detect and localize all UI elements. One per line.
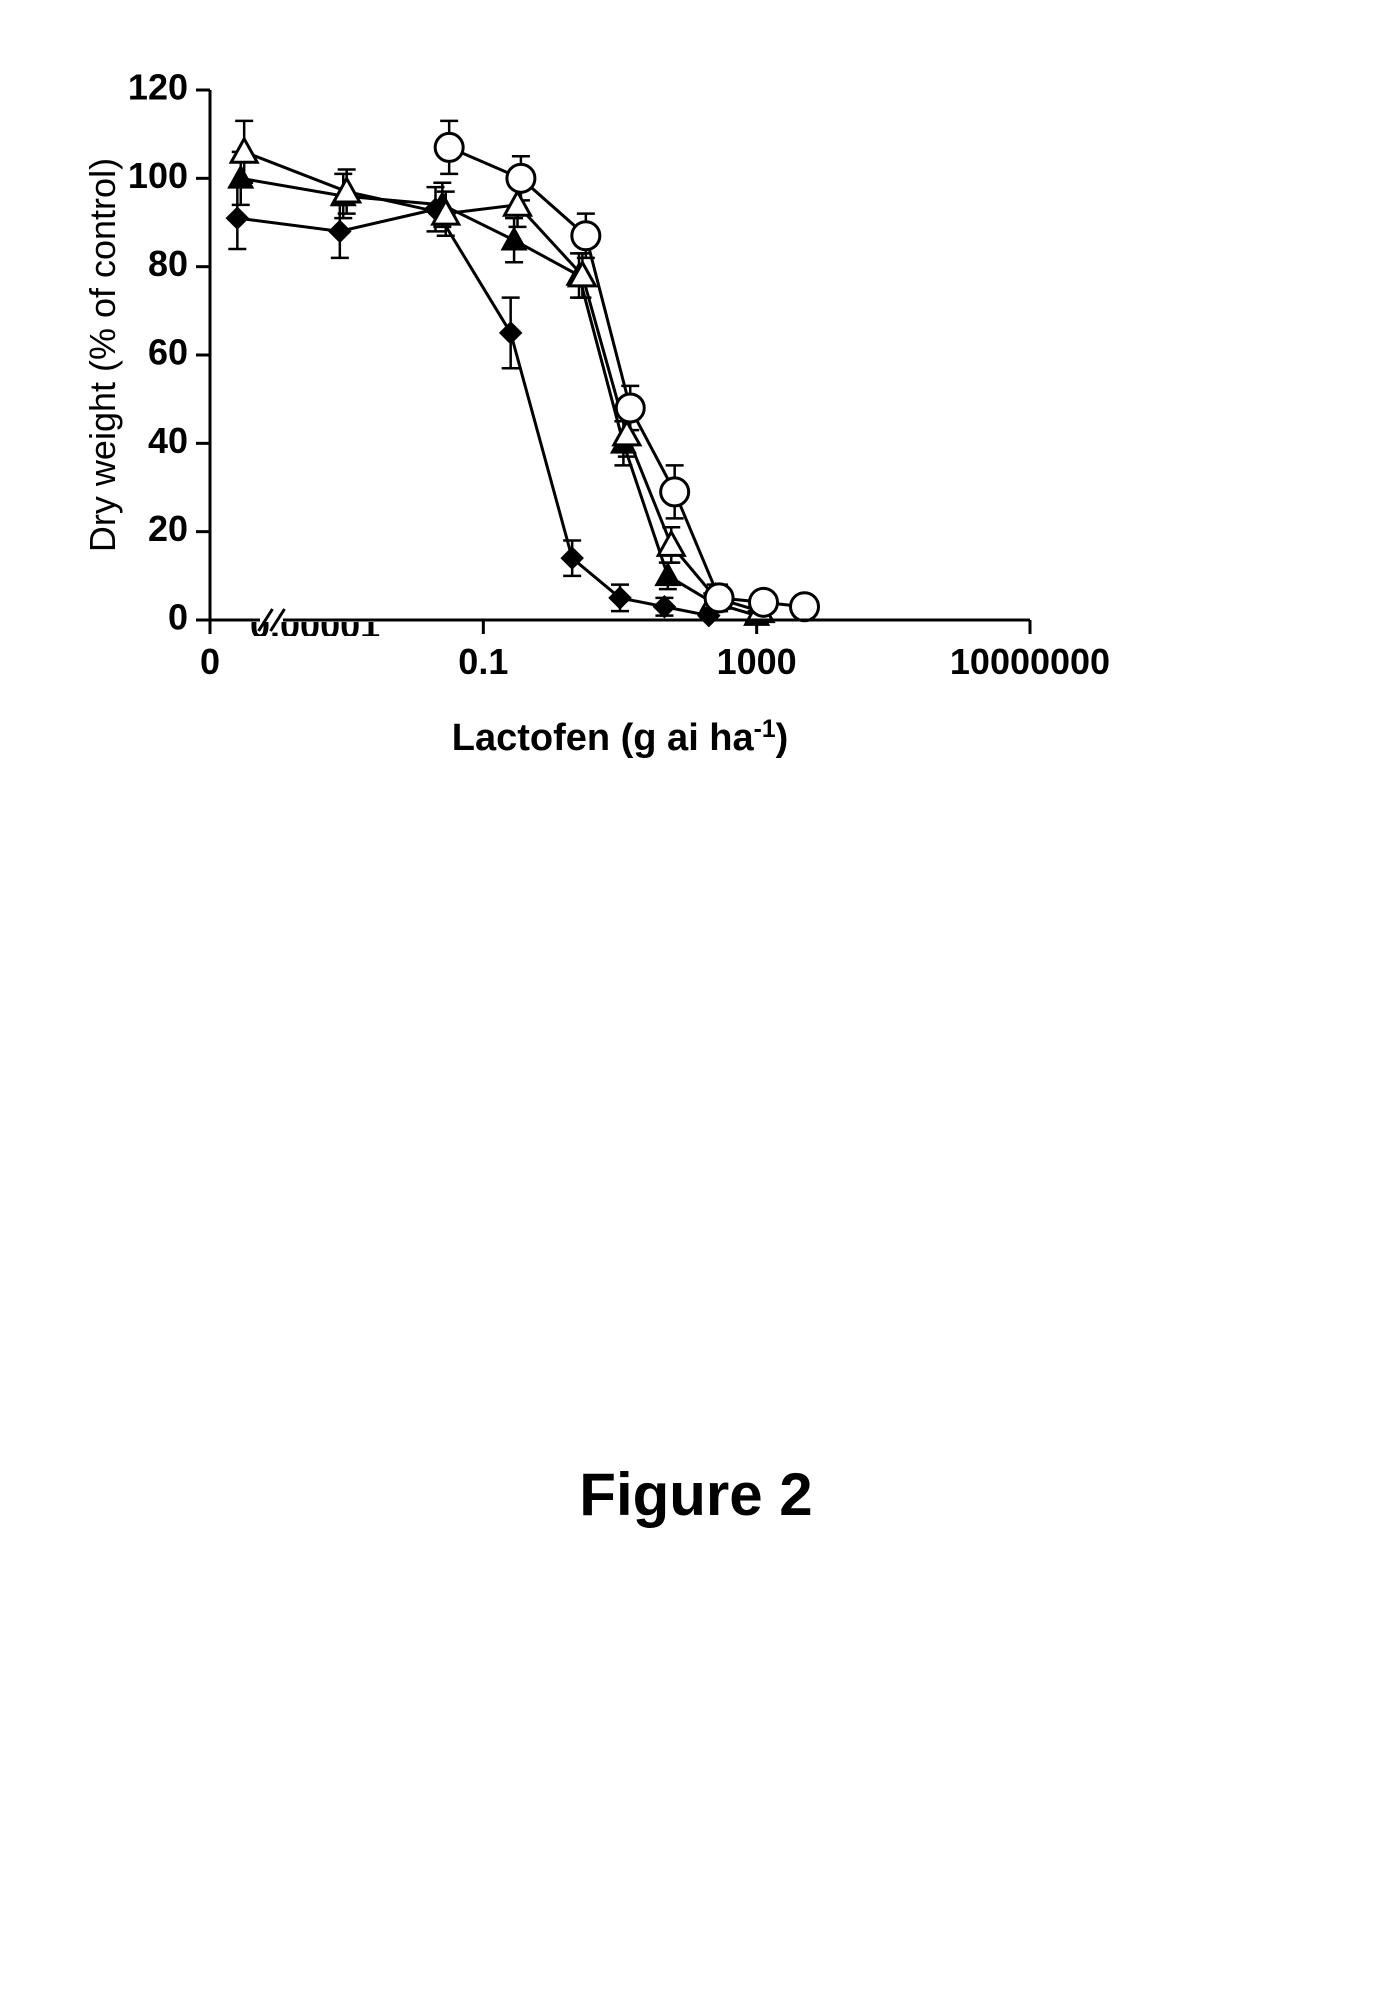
y-tick-label: 0: [168, 597, 188, 638]
y-tick-label: 100: [128, 155, 188, 196]
dose-response-chart: 0 20 40 60 80 100 120 Dry weight (% of control)…: [80, 60, 1180, 865]
page: 0 20 40 60 80 100 120 Dry weight (% of control)…: [0, 0, 1392, 2005]
y-tick-label: 60: [148, 332, 188, 373]
x-tick-label: 0.1: [458, 641, 508, 682]
chart-svg: 0 20 40 60 80 100 120 Dry weight (% of control)…: [80, 60, 1180, 860]
x-tick-label: 0: [200, 641, 220, 682]
y-tick-label: 40: [148, 420, 188, 461]
y-tick-label: 120: [128, 67, 188, 108]
x-tick-label: 10000000: [950, 641, 1110, 682]
x-tick-label: 1000: [717, 641, 797, 682]
figure-caption: Figure 2: [0, 1460, 1392, 1529]
y-axis-label: Dry weight (% of control): [82, 158, 123, 552]
x-axis-label: Lactofen (g ai ha-1): [452, 716, 789, 760]
y-tick-label: 20: [148, 508, 188, 549]
y-tick-label: 80: [148, 243, 188, 284]
